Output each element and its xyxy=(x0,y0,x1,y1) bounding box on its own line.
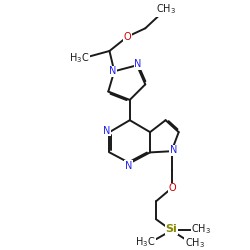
Text: $\mathregular{CH_3}$: $\mathregular{CH_3}$ xyxy=(191,222,212,236)
Text: Si: Si xyxy=(166,224,177,234)
Text: N: N xyxy=(125,160,132,170)
Text: $\mathregular{H_3C}$: $\mathregular{H_3C}$ xyxy=(70,51,90,65)
Text: N: N xyxy=(170,145,177,155)
Text: N: N xyxy=(110,66,117,76)
Text: O: O xyxy=(169,183,176,193)
Text: N: N xyxy=(134,59,142,69)
Text: $\mathregular{CH_3}$: $\mathregular{CH_3}$ xyxy=(185,236,205,250)
Text: $\mathregular{CH_3}$: $\mathregular{CH_3}$ xyxy=(156,2,176,16)
Text: O: O xyxy=(124,32,131,42)
Text: N: N xyxy=(103,126,110,136)
Text: $\mathregular{H_3C}$: $\mathregular{H_3C}$ xyxy=(135,235,156,249)
